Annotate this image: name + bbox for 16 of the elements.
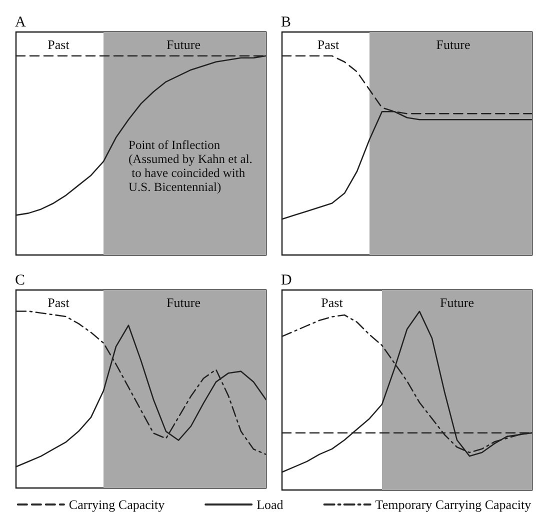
text: Past — [317, 37, 340, 52]
chart-title: A — [15, 14, 26, 30]
text: Future — [440, 295, 474, 310]
legend-label: Load — [256, 497, 284, 512]
text: Future — [166, 37, 201, 52]
text: Past — [48, 37, 70, 52]
annotation: Point of Inflection (Assumed by Kahn et al. to have coincided with U.S. Bicentennial) — [128, 138, 252, 194]
legend-label: Carrying Capacity — [68, 497, 166, 512]
text: Future — [436, 37, 470, 52]
chart-title: C — [15, 272, 26, 288]
chart-title: D — [281, 272, 292, 288]
text: Future — [166, 295, 201, 310]
text: Past — [321, 295, 344, 310]
legend-label: Temporary Carrying Capacity — [375, 497, 532, 512]
chart-title: B — [281, 14, 292, 30]
text: Past — [48, 295, 70, 310]
